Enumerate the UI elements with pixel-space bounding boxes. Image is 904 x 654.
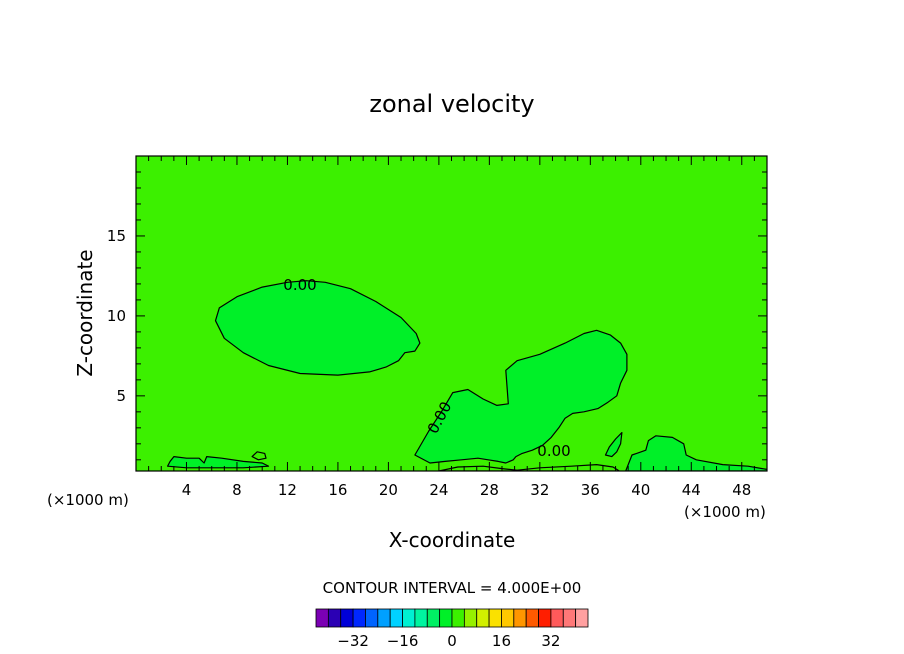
contour-regions (167, 280, 767, 471)
x-tick-label: 20 (379, 481, 398, 499)
colorbar-tick-label: −32 (337, 632, 369, 650)
colorbar-swatch (562, 608, 577, 628)
colorbar-swatch (377, 608, 391, 628)
colorbar-tick-label: −16 (387, 632, 419, 650)
colorbar-swatch (389, 608, 403, 628)
colorbar-swatch (550, 608, 564, 628)
colorbar-swatch (439, 608, 453, 628)
colorbar-swatch (463, 608, 478, 628)
colorbar-swatch (327, 608, 342, 628)
y-tick-label: 15 (107, 227, 126, 245)
y-tick-label: 5 (116, 387, 126, 405)
colorbar-swatch (501, 608, 515, 628)
colorbar-tick-label: 32 (541, 632, 560, 650)
colorbar-swatch (513, 608, 527, 628)
contour-region-5 (167, 456, 270, 469)
x-tick-label: 32 (530, 481, 549, 499)
colorbar-swatch (414, 608, 428, 628)
y-axis: 5 10 15 (107, 171, 767, 461)
x-axis-label: X-coordinate (389, 528, 516, 552)
colorbar-swatch (476, 608, 490, 628)
x-tick-label: 40 (631, 481, 650, 499)
x-tick-label: 24 (429, 481, 448, 499)
contour-label-1: 0.00 (283, 276, 316, 294)
x-unit-right: (×1000 m) (684, 503, 766, 521)
y-tick-label: 10 (107, 307, 126, 325)
colorbar-swatch (315, 608, 329, 628)
colorbar-swatch (575, 608, 589, 628)
colorbar-swatch (538, 608, 552, 628)
colorbar-swatch (352, 608, 366, 628)
contour-region-1 (214, 280, 421, 376)
contour-label-3: 0.00 (537, 442, 570, 460)
contour-region-7 (251, 451, 267, 461)
x-tick-label: 36 (581, 481, 600, 499)
contour-region-4 (604, 432, 623, 458)
x-unit-left: (×1000 m) (47, 491, 129, 509)
x-tick-label: 16 (328, 481, 347, 499)
contour-interval-text: CONTOUR INTERVAL = 4.000E+00 (323, 579, 582, 597)
x-tick-label: 12 (278, 481, 297, 499)
colorbar-swatch (525, 608, 539, 628)
contour-region-2 (414, 329, 628, 464)
colorbar-swatch (488, 608, 502, 628)
contour-region-3 (625, 435, 767, 471)
colorbar-swatch (426, 608, 441, 628)
colorbar-swatch (451, 608, 465, 628)
x-axis: 4 8 12 16 20 24 28 32 36 40 44 48 (148, 156, 755, 499)
x-tick-label: 4 (182, 481, 192, 499)
x-tick-label: 28 (480, 481, 499, 499)
x-tick-label: 44 (682, 481, 701, 499)
x-tick-label: 48 (732, 481, 751, 499)
colorbar-swatch (365, 608, 379, 628)
x-tick-label: 8 (232, 481, 242, 499)
y-axis-label: Z-coordinate (73, 249, 97, 376)
colorbar-tick-label: 16 (492, 632, 511, 650)
colorbar-tick-label: 0 (447, 632, 457, 650)
colorbar-swatch (340, 608, 354, 628)
colorbar-swatch (402, 608, 416, 628)
colorbar: −32 −16 0 16 32 (315, 608, 589, 650)
chart-title: zonal velocity (369, 90, 534, 118)
